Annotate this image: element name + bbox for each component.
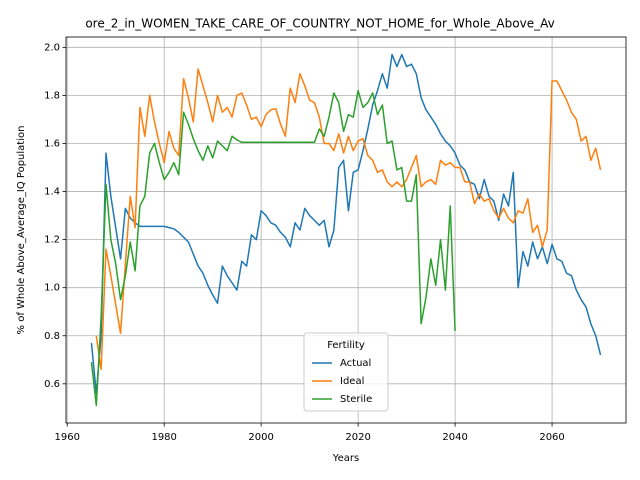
legend: Fertility Actual Ideal Sterile <box>303 332 389 412</box>
x-tick-label: 1960 <box>54 432 79 443</box>
data-line <box>95 68 602 371</box>
y-tick-label: 0.6 <box>44 379 60 390</box>
legend-box <box>303 332 389 412</box>
x-tick-label: 2020 <box>345 432 370 443</box>
y-tick-label: 0.8 <box>44 331 60 342</box>
x-axis-label: Years <box>332 453 359 464</box>
y-tick-label: 1.0 <box>44 283 60 294</box>
y-tick-label: 1.8 <box>44 90 60 101</box>
legend-title: Fertility <box>327 340 365 351</box>
chart-title: ore_2_in_WOMEN_TAKE_CARE_OF_COUNTRY_NOT_… <box>85 17 554 31</box>
legend-label: Ideal <box>340 376 364 387</box>
y-tick-label: 1.4 <box>44 187 60 198</box>
x-tick-label: 2040 <box>442 432 467 443</box>
data-line <box>90 89 456 407</box>
legend-label: Sterile <box>340 394 372 405</box>
data-line <box>90 53 602 395</box>
legend-label: Actual <box>340 358 371 369</box>
plot-frame <box>65 36 627 424</box>
y-tick-label: 2.0 <box>44 42 60 53</box>
y-tick-label: 1.6 <box>44 138 60 149</box>
y-tick-label: 1.2 <box>44 235 60 246</box>
x-tick-label: 2000 <box>248 432 273 443</box>
y-axis-label: % of Whole Above_Average_IQ Population <box>16 126 27 335</box>
x-tick-label: 1980 <box>151 432 176 443</box>
x-tick-label: 2060 <box>539 432 564 443</box>
